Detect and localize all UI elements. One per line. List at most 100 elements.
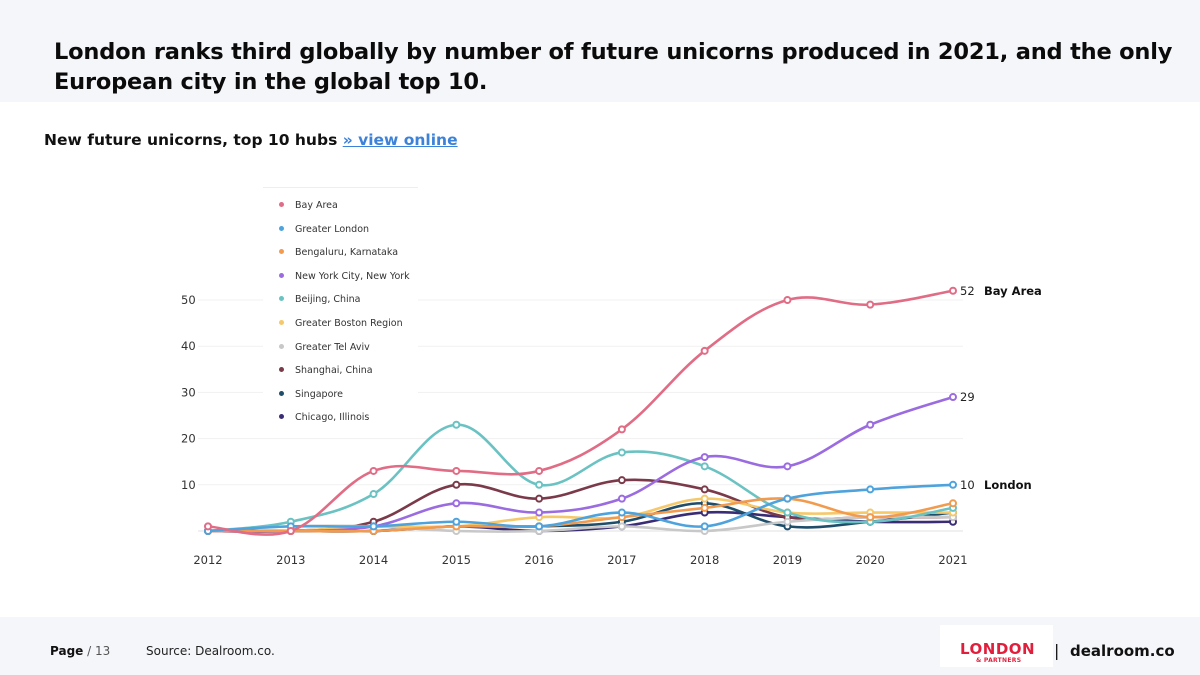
data-point bbox=[949, 393, 957, 402]
legend-label: Bay Area bbox=[295, 200, 338, 211]
data-point bbox=[452, 499, 461, 508]
end-value-label: 10 bbox=[960, 478, 975, 492]
data-point bbox=[700, 485, 709, 494]
end-labels: 52 Bay Area 29 10 London bbox=[960, 284, 1042, 492]
legend-item[interactable]: Bay Area bbox=[279, 198, 338, 214]
x-axis-ticks: 2012 2013 2014 2015 2016 2017 2018 2019 2020 2021 bbox=[193, 553, 967, 567]
legend-marker-icon bbox=[279, 343, 284, 349]
page-total: / 13 bbox=[83, 644, 111, 658]
data-point bbox=[949, 499, 957, 508]
logo-separator: | bbox=[1054, 641, 1060, 660]
legend-item[interactable]: New York City, New York bbox=[279, 269, 410, 285]
data-point bbox=[204, 522, 212, 531]
legend-marker-icon bbox=[279, 320, 284, 325]
page-title: London ranks third globally by number of… bbox=[54, 39, 1173, 95]
data-point bbox=[700, 453, 709, 462]
end-series-label: London bbox=[984, 478, 1032, 492]
legend-marker-icon bbox=[279, 296, 284, 302]
data-point bbox=[783, 517, 792, 526]
x-tick-label: 2015 bbox=[442, 553, 471, 567]
legend-item[interactable]: Greater London bbox=[279, 222, 369, 238]
data-point bbox=[700, 503, 709, 512]
x-tick-label: 2021 bbox=[938, 553, 967, 567]
data-point bbox=[617, 508, 626, 517]
y-tick-label: 50 bbox=[181, 293, 196, 307]
header-band bbox=[0, 0, 1200, 102]
data-point bbox=[369, 522, 378, 531]
y-tick-label: 10 bbox=[181, 478, 196, 492]
chart-subtitle: New future unicorns, top 10 hubs » view … bbox=[44, 131, 458, 149]
x-tick-label: 2014 bbox=[359, 553, 388, 567]
legend-item[interactable]: Shanghai, China bbox=[279, 363, 373, 379]
london-partners-logo bbox=[940, 625, 1053, 667]
data-point bbox=[535, 480, 544, 489]
data-point bbox=[535, 466, 544, 475]
x-tick-label: 2019 bbox=[773, 553, 802, 567]
data-point bbox=[617, 425, 626, 434]
y-tick-label: 20 bbox=[181, 432, 196, 446]
y-tick-label: 40 bbox=[181, 339, 196, 353]
data-point bbox=[700, 494, 709, 503]
legend-marker-icon bbox=[279, 367, 284, 373]
data-point bbox=[535, 522, 544, 531]
legend-marker-icon bbox=[279, 414, 284, 420]
data-point bbox=[452, 517, 461, 526]
data-point bbox=[286, 527, 295, 535]
x-tick-label: 2013 bbox=[276, 553, 305, 567]
series-0 bbox=[204, 286, 957, 536]
data-point bbox=[535, 494, 544, 503]
legend-label: Bengaluru, Karnataka bbox=[295, 247, 399, 259]
source-note: Source: Dealroom.co. bbox=[146, 644, 275, 658]
series-line bbox=[206, 289, 955, 536]
data-point bbox=[700, 462, 709, 471]
chart-subtitle-text: New future unicorns, top 10 hubs bbox=[44, 131, 343, 149]
data-point bbox=[535, 508, 544, 517]
series-line bbox=[206, 483, 955, 533]
data-point bbox=[700, 346, 709, 355]
data-point bbox=[949, 480, 957, 489]
end-value-label: 29 bbox=[960, 390, 975, 404]
dealroom-logo: dealroom.co bbox=[1070, 642, 1175, 660]
view-online-link[interactable]: » view online bbox=[342, 131, 458, 149]
legend-item[interactable]: Beijing, China bbox=[279, 292, 361, 308]
logo-sub-text: & PARTNERS bbox=[976, 657, 1022, 664]
legend-marker-icon bbox=[279, 272, 284, 278]
legend-label: Shanghai, China bbox=[295, 365, 373, 377]
legend-marker-icon bbox=[279, 249, 284, 255]
legend-item[interactable]: Greater Boston Region bbox=[279, 316, 403, 332]
chart-legend: Bay Area Greater London Bengaluru, Karnata… bbox=[263, 187, 418, 436]
x-tick-label: 2016 bbox=[524, 553, 553, 567]
end-series-label: Bay Area bbox=[984, 284, 1042, 298]
legend-label: Greater Boston Region bbox=[295, 318, 403, 329]
page-label: Page bbox=[50, 644, 84, 658]
data-point bbox=[452, 480, 461, 489]
data-point bbox=[866, 300, 875, 309]
data-point bbox=[949, 286, 957, 295]
end-value-label: 52 bbox=[960, 284, 975, 298]
x-tick-label: 2020 bbox=[856, 553, 885, 567]
chart-series-lines bbox=[204, 286, 957, 536]
data-point bbox=[783, 462, 792, 471]
legend-item[interactable]: Singapore bbox=[279, 387, 343, 403]
legend-marker-icon bbox=[279, 202, 284, 207]
data-point bbox=[866, 513, 875, 522]
legend-marker-icon bbox=[279, 225, 284, 231]
data-point bbox=[783, 296, 792, 304]
data-point bbox=[617, 494, 626, 503]
legend-label: Greater Tel Aviv bbox=[295, 341, 370, 353]
x-tick-label: 2017 bbox=[607, 553, 636, 567]
data-point bbox=[866, 485, 875, 494]
series-line bbox=[206, 423, 955, 533]
x-tick-label: 2018 bbox=[690, 553, 719, 567]
legend-label: Beijing, China bbox=[295, 294, 361, 306]
legend-item[interactable]: Chicago, Illinois bbox=[279, 410, 369, 426]
data-point bbox=[866, 420, 875, 429]
legend-label: Chicago, Illinois bbox=[295, 412, 370, 424]
legend-item[interactable]: Greater Tel Aviv bbox=[279, 340, 370, 356]
y-tick-label: 30 bbox=[181, 385, 196, 399]
legend-item[interactable]: Bengaluru, Karnataka bbox=[279, 245, 398, 261]
x-tick-label: 2012 bbox=[193, 553, 222, 567]
legend-label: New York City, New York bbox=[295, 270, 410, 282]
data-point bbox=[369, 466, 378, 475]
series-line bbox=[206, 497, 955, 533]
